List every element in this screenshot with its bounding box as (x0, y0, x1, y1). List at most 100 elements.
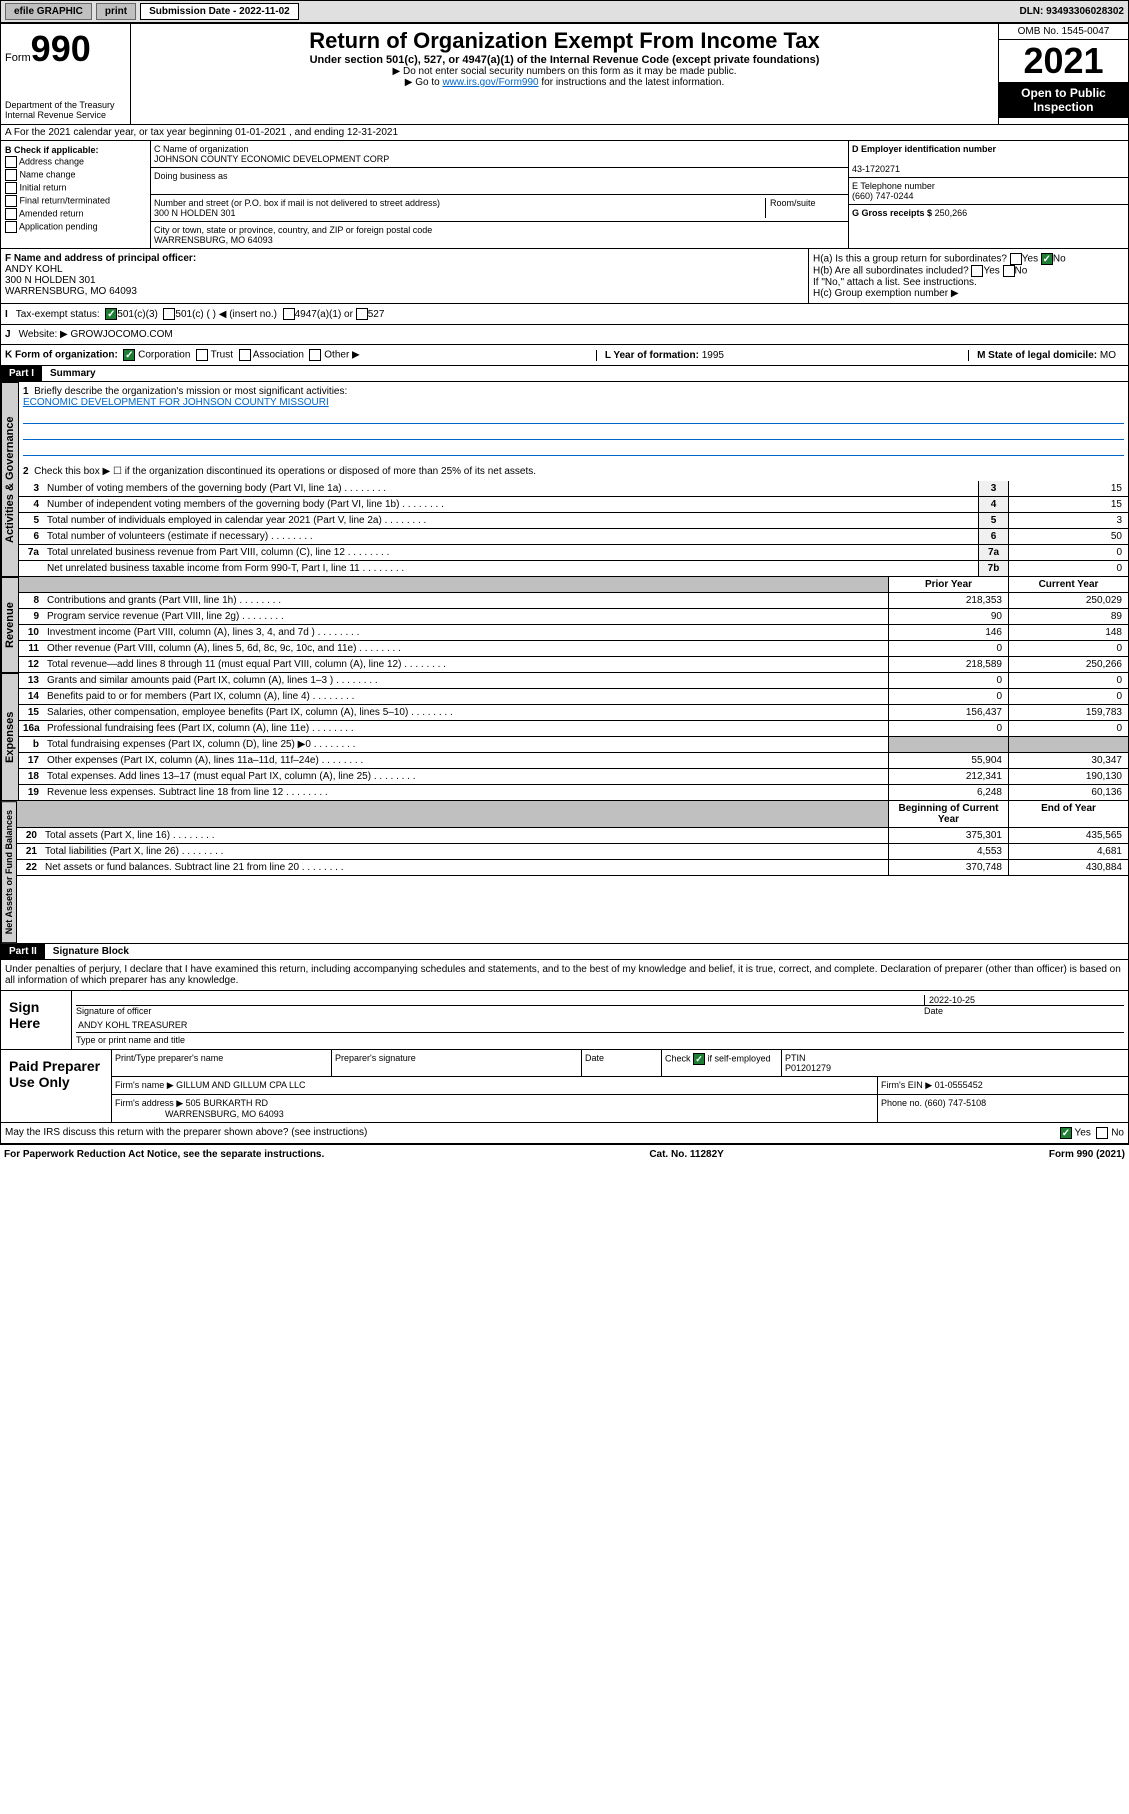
officer-name: ANDY KOHL (5, 264, 804, 275)
discuss-yes[interactable] (1060, 1127, 1072, 1139)
section-fh: F Name and address of principal officer:… (0, 249, 1129, 304)
dln-label: DLN: 93493306028302 (1019, 6, 1124, 17)
hb-label: H(b) Are all subordinates included? (813, 266, 969, 277)
year-formation-label: L Year of formation: (605, 350, 699, 361)
cb-corp[interactable] (123, 349, 135, 361)
cb-address-change[interactable]: Address change (5, 156, 146, 168)
part1-header-row: Part ISummary (0, 366, 1129, 382)
table-row: 6Total number of volunteers (estimate if… (19, 529, 1128, 545)
revenue-tab: Revenue (1, 577, 19, 673)
governance-section: Activities & Governance 1 Briefly descri… (0, 382, 1129, 577)
netassets-section: Net Assets or Fund Balances Beginning of… (0, 801, 1129, 944)
officer-addr2: WARRENSBURG, MO 64093 (5, 286, 804, 297)
beginning-header: Beginning of Current Year (888, 801, 1008, 827)
expenses-section: Expenses 13Grants and similar amounts pa… (0, 673, 1129, 801)
tax-exempt-label: Tax-exempt status: (16, 309, 100, 320)
state-domicile: MO (1100, 350, 1116, 361)
table-row: 3Number of voting members of the governi… (19, 481, 1128, 497)
phone-value: (660) 747-0244 (852, 191, 914, 201)
governance-tab: Activities & Governance (1, 382, 19, 577)
cb-other[interactable] (309, 349, 321, 361)
ptin-label: PTIN (785, 1053, 806, 1063)
form-number: 990 (31, 28, 91, 69)
org-name: JOHNSON COUNTY ECONOMIC DEVELOPMENT CORP (154, 154, 389, 164)
note2-pre: ▶ Go to (405, 77, 443, 88)
form-note1: ▶ Do not enter social security numbers o… (135, 66, 994, 77)
form-prefix: Form (5, 52, 31, 64)
dba-label: Doing business as (154, 171, 228, 181)
netassets-tab: Net Assets or Fund Balances (1, 801, 17, 943)
firm-phone-label: Phone no. (881, 1098, 922, 1108)
h-note: If "No," attach a list. See instructions… (813, 277, 1124, 288)
form990-link[interactable]: www.irs.gov/Form990 (442, 77, 538, 88)
table-row: bTotal fundraising expenses (Part IX, co… (19, 737, 1128, 753)
addr-label: Number and street (or P.O. box if mail i… (154, 198, 440, 208)
cb-4947[interactable] (283, 308, 295, 320)
firm-addr2: WARRENSBURG, MO 64093 (165, 1109, 284, 1119)
page-footer: For Paperwork Reduction Act Notice, see … (0, 1144, 1129, 1164)
room-label: Room/suite (765, 198, 845, 218)
ein-label: D Employer identification number (852, 144, 996, 154)
part2-header: Part II (1, 944, 45, 959)
sig-date: 2022-10-25 (924, 995, 1124, 1006)
discuss-no[interactable] (1096, 1127, 1108, 1139)
form-org-label: K Form of organization: (5, 350, 118, 361)
cb-501c[interactable] (163, 308, 175, 320)
ein-value: 43-1720271 (852, 164, 900, 174)
form-subtitle: Under section 501(c), 527, or 4947(a)(1)… (135, 54, 994, 66)
type-name-label: Type or print name and title (76, 1035, 1124, 1045)
table-row: 5Total number of individuals employed in… (19, 513, 1128, 529)
cb-527[interactable] (356, 308, 368, 320)
cb-app-pending[interactable]: Application pending (5, 221, 146, 233)
footer-left: For Paperwork Reduction Act Notice, see … (4, 1149, 324, 1160)
prep-date-label: Date (582, 1050, 662, 1076)
note2-post: for instructions and the latest informat… (539, 77, 725, 88)
ptin-value: P01201279 (785, 1063, 831, 1073)
firm-phone: (660) 747-5108 (925, 1098, 987, 1108)
discuss-label: May the IRS discuss this return with the… (5, 1127, 367, 1139)
firm-ein: 01-0555452 (935, 1080, 983, 1090)
inspection-label: Open to Public Inspection (999, 82, 1128, 118)
cb-final-return[interactable]: Final return/terminated (5, 195, 146, 207)
firm-name-label: Firm's name ▶ (115, 1080, 174, 1090)
top-toolbar: efile GRAPHIC print Submission Date - 20… (0, 0, 1129, 23)
year-formation: 1995 (702, 350, 724, 361)
firm-name: GILLUM AND GILLUM CPA LLC (176, 1080, 305, 1090)
table-row: 14Benefits paid to or for members (Part … (19, 689, 1128, 705)
cb-501c3[interactable] (105, 308, 117, 320)
org-city: WARRENSBURG, MO 64093 (154, 235, 273, 245)
hb-no[interactable] (1003, 265, 1015, 277)
expenses-tab: Expenses (1, 673, 19, 801)
table-row: 12Total revenue—add lines 8 through 11 (… (19, 657, 1128, 673)
signature-block: Sign Here 2022-10-25 Signature of office… (0, 991, 1129, 1144)
table-row: 15Salaries, other compensation, employee… (19, 705, 1128, 721)
current-year-header: Current Year (1008, 577, 1128, 592)
part2-title: Signature Block (45, 944, 137, 959)
irs-label: Internal Revenue Service (5, 110, 126, 120)
cb-amended[interactable]: Amended return (5, 208, 146, 220)
ha-no[interactable] (1041, 253, 1053, 265)
mission-text: ECONOMIC DEVELOPMENT FOR JOHNSON COUNTY … (23, 397, 329, 408)
table-row: 18Total expenses. Add lines 13–17 (must … (19, 769, 1128, 785)
officer-label: F Name and address of principal officer: (5, 253, 196, 264)
org-name-label: C Name of organization (154, 144, 249, 154)
table-row: 16aProfessional fundraising fees (Part I… (19, 721, 1128, 737)
table-row: 19Revenue less expenses. Subtract line 1… (19, 785, 1128, 801)
ha-yes[interactable] (1010, 253, 1022, 265)
table-row: 11Other revenue (Part VIII, column (A), … (19, 641, 1128, 657)
org-address: 300 N HOLDEN 301 (154, 208, 236, 218)
cb-trust[interactable] (196, 349, 208, 361)
phone-label: E Telephone number (852, 181, 935, 191)
cb-name-change[interactable]: Name change (5, 169, 146, 181)
cb-self-employed[interactable] (693, 1053, 705, 1065)
table-row: 13Grants and similar amounts paid (Part … (19, 673, 1128, 689)
cb-assoc[interactable] (239, 349, 251, 361)
print-button[interactable]: print (96, 3, 136, 20)
line2-text: Check this box ▶ ☐ if the organization d… (34, 466, 536, 477)
hb-yes[interactable] (971, 265, 983, 277)
part1-title: Summary (42, 366, 104, 381)
cb-initial-return[interactable]: Initial return (5, 182, 146, 194)
revenue-section: Revenue Prior YearCurrent Year 8Contribu… (0, 577, 1129, 673)
table-row: Net unrelated business taxable income fr… (19, 561, 1128, 577)
sig-officer-label: Signature of officer (76, 1006, 924, 1016)
